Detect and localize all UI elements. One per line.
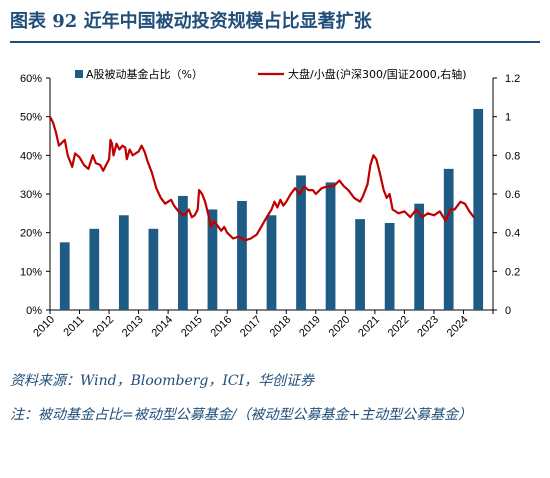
bar (89, 228, 100, 310)
bar (237, 200, 247, 310)
legend-line-label: 大盘/小盘(沪深300/国证2000,右轴) (288, 67, 466, 81)
y-right-tick-label: 1.2 (505, 73, 520, 85)
combo-chart: 0% 10% 20% 30% 40% 50% 60% 0 0.2 0.4 0.6 0.8 1 1.2 201… (20, 67, 520, 340)
y-left-tick-label: 20% (20, 228, 42, 240)
title-underline (10, 41, 540, 43)
x-tick-label: 2016 (209, 314, 235, 340)
chart-legend: A股被动基金占比（%） 大盘/小盘(沪深300/国证2000,右轴) (75, 67, 466, 81)
y-left-tick-label: 10% (20, 266, 42, 278)
line-path (48, 115, 475, 242)
x-tick-label: 2022 (386, 314, 412, 340)
y-right-tick-label: 0.8 (505, 150, 520, 162)
y-left-tick-label: 60% (20, 73, 42, 85)
bar (118, 215, 129, 310)
y-right-tick-label: 0.6 (505, 189, 520, 201)
bar (473, 108, 484, 310)
source-note: 资料来源：Wind，Bloomberg，ICI，华创证券 (10, 373, 315, 389)
bar (59, 242, 70, 310)
bar (355, 219, 365, 310)
y-left-tick-label: 0% (26, 305, 42, 317)
legend-bar-swatch (75, 70, 83, 78)
footnote: 注：被动基金占比=被动型公募基金/（被动型公募基金+主动型公募基金） (10, 407, 473, 423)
bar (148, 228, 159, 310)
x-tick-label: 2011 (61, 314, 86, 339)
x-tick-label: 2024 (445, 314, 471, 340)
bar (325, 182, 336, 310)
figure-header: 图表 92 近年中国被动投资规模占比显著扩张 (10, 10, 540, 44)
x-tick-label: 2010 (31, 314, 57, 340)
bar (414, 203, 425, 310)
x-tick-label: 2013 (120, 314, 146, 340)
bar (296, 175, 306, 310)
x-tick-label: 2021 (356, 314, 382, 340)
bar (207, 209, 218, 310)
y-left-tick-label: 30% (20, 189, 42, 201)
x-tick-label: 2018 (268, 314, 294, 340)
x-tick-label: 2023 (415, 314, 441, 340)
y-right-tick-label: 0.4 (505, 228, 520, 240)
y-left-tick-label: 40% (20, 150, 42, 162)
x-tick-label: 2012 (90, 314, 116, 340)
figure-title: 图表 92 近年中国被动投资规模占比显著扩张 (10, 11, 372, 32)
y-right-tick-label: 0.2 (505, 266, 520, 278)
line-series (48, 115, 475, 242)
bar (384, 223, 395, 310)
legend-bar-label: A股被动基金占比（%） (86, 67, 203, 81)
x-tick-label: 2017 (238, 314, 264, 340)
x-tick-label: 2015 (179, 314, 205, 340)
bar-series (59, 108, 484, 310)
x-tick-label: 2019 (297, 314, 323, 340)
x-tick-label: 2014 (149, 314, 175, 340)
x-tick-label: 2020 (327, 314, 353, 340)
y-right-tick-label: 0 (505, 305, 511, 317)
bar (443, 168, 454, 310)
bar (178, 195, 188, 310)
y-right-tick-label: 1 (505, 112, 511, 124)
y-left-tick-label: 50% (20, 112, 42, 124)
bar (266, 215, 277, 310)
